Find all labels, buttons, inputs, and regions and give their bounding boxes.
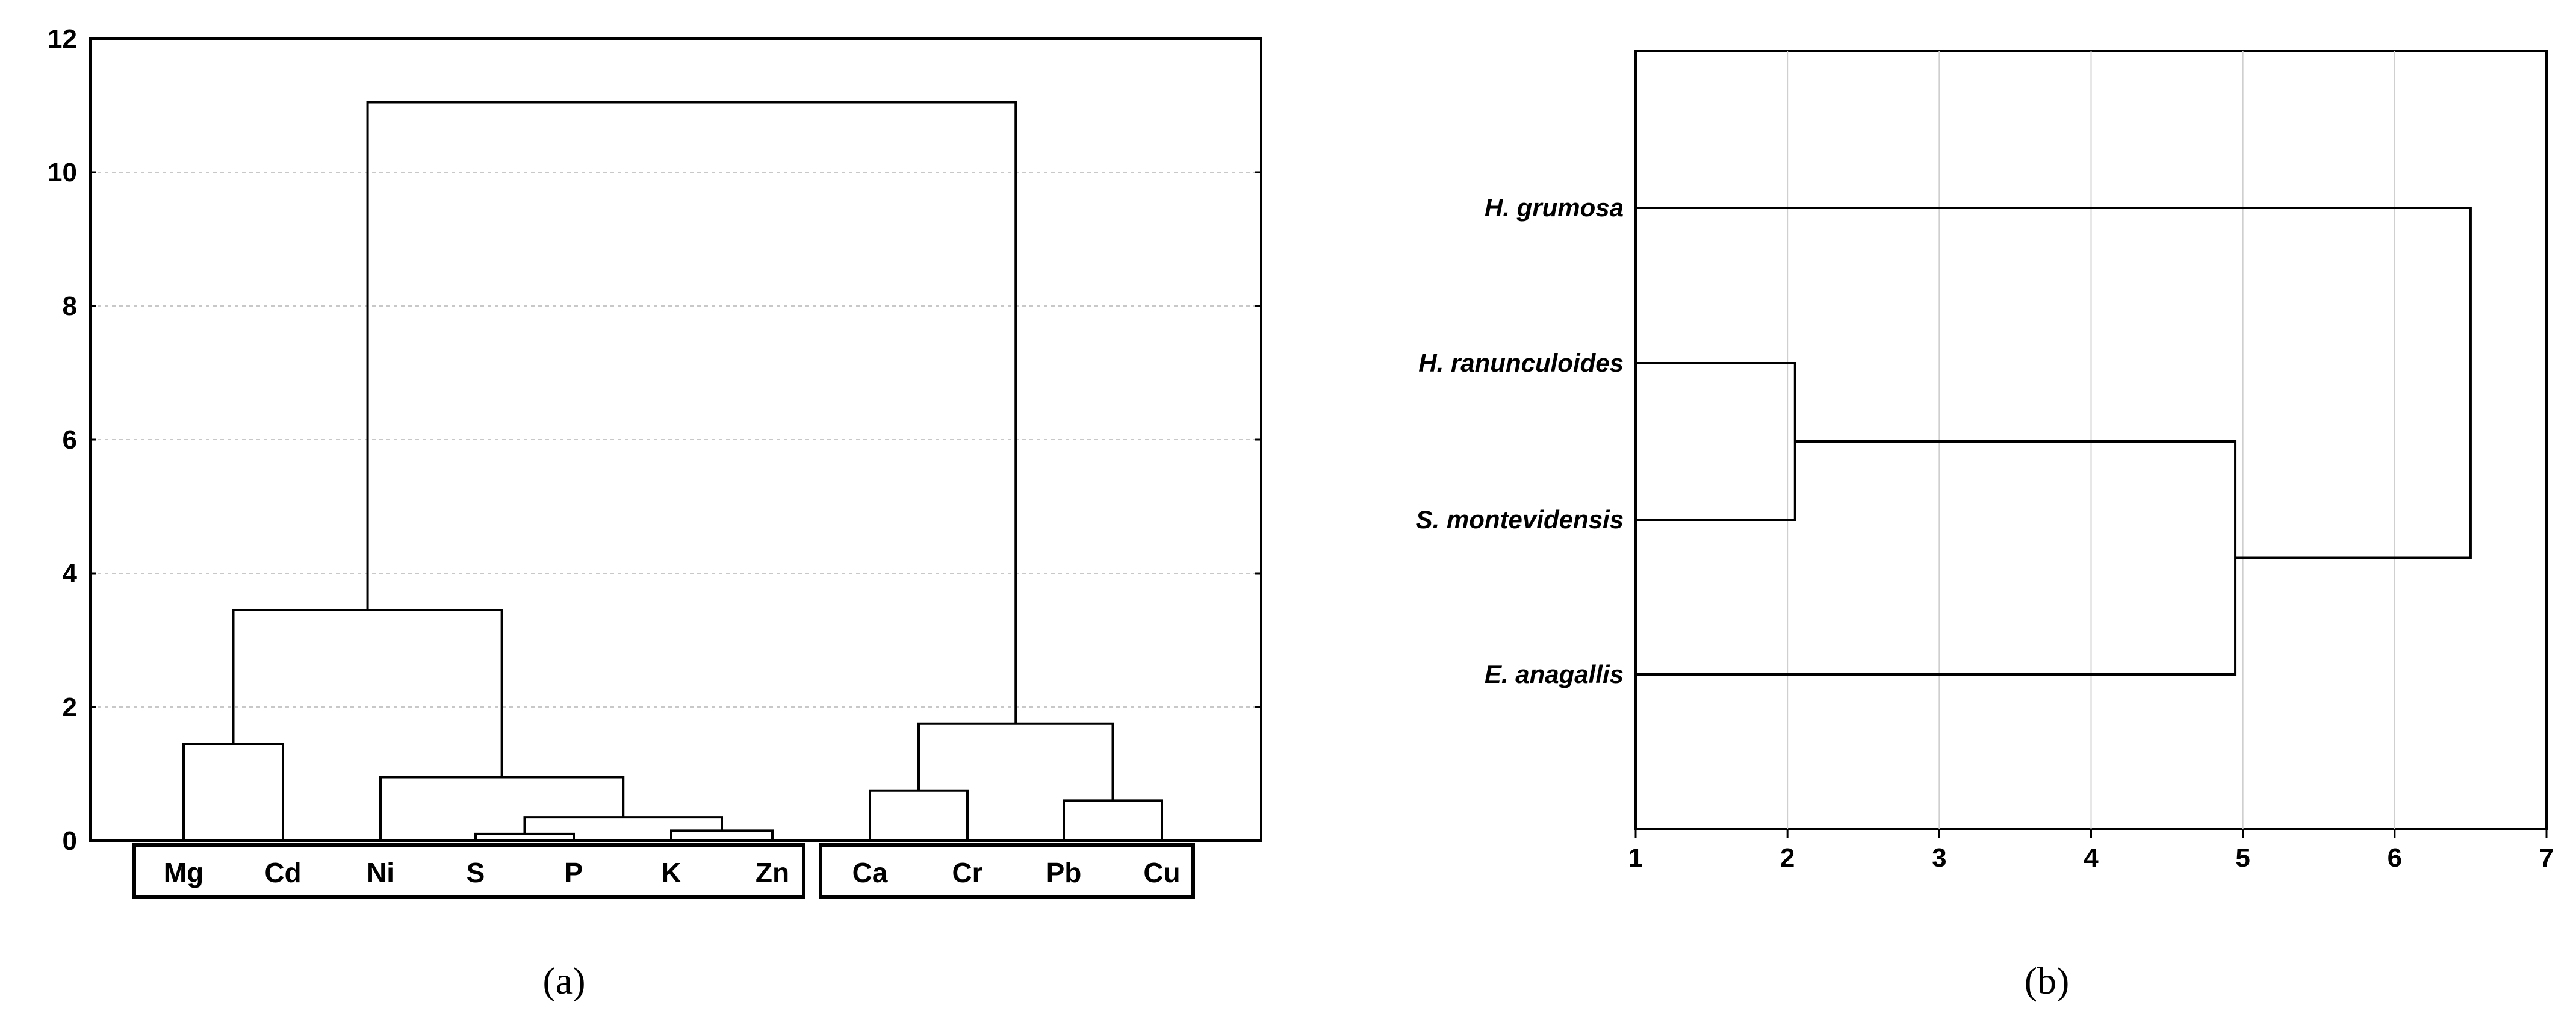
panel-label-b: (b): [2025, 959, 2070, 1002]
leaf-label: Mg: [164, 857, 203, 888]
leaf-label: P: [565, 857, 583, 888]
x-tick-label: 5: [2235, 843, 2250, 873]
y-tick-label: 6: [63, 425, 77, 455]
leaf-group-boxes-a: [132, 843, 1195, 899]
leaf-label: K: [661, 857, 681, 888]
x-tick-label: 1: [1628, 843, 1643, 873]
x-tick-label: 4: [2084, 843, 2099, 873]
x-tick-label: 6: [2388, 843, 2402, 873]
species-label: H. ranunculoides: [1418, 349, 1624, 377]
species-labels-b: H. grumosa H. ranunculoides S. montevidens…: [1416, 193, 1624, 688]
y-tick-label: 12: [48, 24, 77, 54]
species-label: H. grumosa: [1485, 193, 1624, 222]
leaf-label: Ca: [852, 857, 888, 888]
y-gridlines-a: [90, 172, 1261, 708]
y-tick-label: 2: [63, 693, 77, 722]
dendrogram-link: [1636, 207, 2472, 559]
leaf-labels-a: Mg Cd Ni S P K Zn Ca Cr Pb Cu: [164, 857, 1181, 888]
leaf-group-box: [132, 843, 805, 899]
leaf-group-box: [819, 843, 1195, 899]
panel-label-a: (a): [542, 959, 585, 1002]
dendrogram-link: [1636, 362, 1796, 521]
y-tick-label: 4: [63, 559, 78, 588]
leaf-label: Cd: [264, 857, 301, 888]
x-tick-label: 2: [1780, 843, 1795, 873]
species-label: S. montevidensis: [1416, 505, 1624, 534]
dendrogram-links-a: [182, 101, 1163, 841]
species-label: E. anagallis: [1485, 660, 1624, 688]
y-tick-label: 0: [63, 826, 77, 856]
dendrogram-panel-a: 0 2 4 6 8 10 12 Mg Cd Ni S P K Zn Ca Cr Pb Cu (a): [48, 24, 1262, 1002]
dendrogram-link: [366, 101, 1017, 724]
dendrogram-panel-b: 1 2 3 4 5 6 7 H. grumosa H. ranunculoides S. mon…: [1416, 50, 2554, 1002]
leaf-label: S: [467, 857, 485, 888]
y-tick-label: 10: [48, 158, 77, 187]
leaf-label: Pb: [1046, 857, 1082, 888]
leaf-label: Ni: [367, 857, 394, 888]
dendrogram-links-b: [1636, 207, 2472, 676]
x-tick-label: 3: [1932, 843, 1946, 873]
x-axis-b: 1 2 3 4 5 6 7: [1628, 829, 2554, 873]
y-axis-a: 0 2 4 6 8 10 12: [48, 24, 1261, 856]
y-tick-label: 8: [63, 291, 77, 321]
leaf-label: Cu: [1143, 857, 1180, 888]
leaf-label: Cr: [952, 857, 982, 888]
leaf-label: Zn: [756, 857, 789, 888]
x-tick-label: 7: [2539, 843, 2554, 873]
